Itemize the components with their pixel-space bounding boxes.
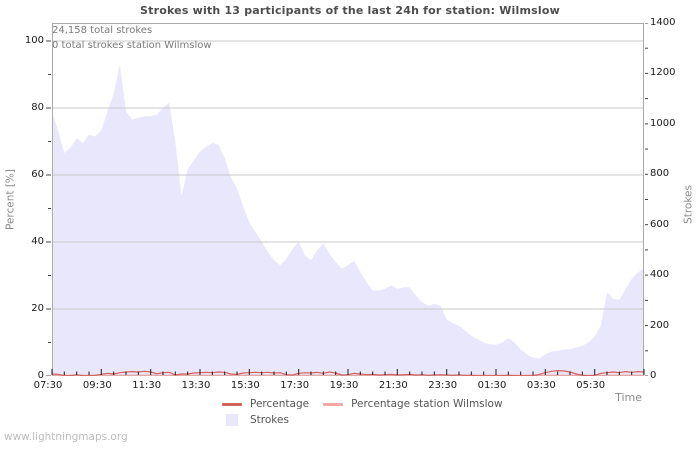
strokes-area-swatch bbox=[222, 414, 242, 426]
right-tick-label: 0 bbox=[650, 370, 657, 381]
percentage-station-line-swatch bbox=[323, 402, 344, 406]
x-tick-label: 23:30 bbox=[428, 380, 458, 391]
x-tick-label: 17:30 bbox=[280, 380, 310, 391]
x-tick-label: 19:30 bbox=[329, 380, 359, 391]
legend-item-percentage-station: Percentage station Wilmslow bbox=[323, 398, 503, 410]
x-tick-label: 13:30 bbox=[181, 380, 211, 391]
percentage-line-swatch bbox=[222, 402, 242, 406]
right-tick-label: 1400 bbox=[650, 17, 676, 28]
left-tick-label: 80 bbox=[31, 102, 44, 113]
x-tick-label: 21:30 bbox=[378, 380, 408, 391]
legend-label: Percentage station Wilmslow bbox=[351, 398, 503, 410]
legend-label: Strokes bbox=[250, 414, 289, 426]
x-tick-label: 15:30 bbox=[230, 380, 260, 391]
annotation-station-strokes: 0 total strokes station Wilmslow bbox=[52, 39, 212, 51]
x-tick-label: 03:30 bbox=[526, 380, 556, 391]
left-tick-label: 20 bbox=[31, 303, 44, 314]
legend-label: Percentage bbox=[250, 398, 310, 410]
x-tick-label: 01:30 bbox=[477, 380, 507, 391]
legend-row: Percentage Percentage station Wilmslow bbox=[222, 397, 517, 411]
annotation-total-strokes: 24,158 total strokes bbox=[52, 25, 153, 36]
watermark-link: www.lightningmaps.org bbox=[4, 431, 128, 443]
left-tick-label: 40 bbox=[31, 236, 44, 247]
legend-item-percentage: Percentage bbox=[222, 398, 309, 410]
x-tick-label: 07:30 bbox=[33, 380, 63, 391]
right-tick-label: 1200 bbox=[650, 67, 676, 79]
right-tick-label: 1000 bbox=[650, 117, 676, 129]
left-tick-label: 60 bbox=[31, 169, 44, 180]
legend: Percentage Percentage station Wilmslow S… bbox=[222, 397, 517, 429]
legend-item-strokes: Strokes bbox=[222, 414, 289, 426]
left-tick-label: 0 bbox=[37, 370, 44, 381]
plot-area bbox=[46, 23, 648, 376]
right-axis-title: Strokes bbox=[682, 185, 695, 224]
right-tick-label: 400 bbox=[650, 269, 670, 281]
left-axis-title: Percent [%] bbox=[4, 168, 17, 231]
chart-title: Strokes with 13 participants of the last… bbox=[139, 4, 560, 17]
right-tick-label: 600 bbox=[650, 218, 670, 230]
legend-row: Strokes bbox=[222, 413, 517, 427]
right-tick-label: 800 bbox=[650, 168, 670, 180]
x-tick-label: 11:30 bbox=[132, 380, 162, 391]
x-axis-title: Time bbox=[615, 391, 642, 404]
right-tick-label: 200 bbox=[650, 319, 670, 331]
annotation-block: 24,158 total strokes 0 total strokes sta… bbox=[52, 24, 212, 53]
x-tick-label: 09:30 bbox=[82, 380, 112, 391]
left-tick-label: 100 bbox=[24, 35, 44, 46]
x-tick-label: 05:30 bbox=[576, 380, 606, 391]
